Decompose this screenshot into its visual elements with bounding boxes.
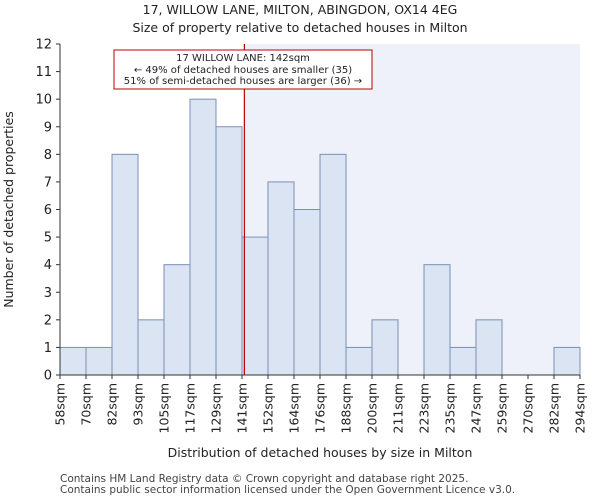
y-tick-label: 4 xyxy=(44,258,52,273)
x-tick-label: 141sqm xyxy=(235,383,250,433)
y-tick-label: 0 xyxy=(44,369,52,384)
x-tick-label: 235sqm xyxy=(443,383,458,433)
bar-282sqm xyxy=(553,346,581,376)
y-tick-label: 6 xyxy=(44,203,52,218)
bar-70sqm xyxy=(85,346,113,376)
x-tick-label: 152sqm xyxy=(261,383,276,433)
bar-82sqm xyxy=(111,153,139,376)
bar-164sqm xyxy=(293,209,321,376)
bar-117sqm xyxy=(189,98,217,376)
y-axis-label: Number of detached properties xyxy=(1,111,16,308)
x-tick-label: 105sqm xyxy=(157,383,172,433)
y-tick-label: 2 xyxy=(44,313,52,328)
bar-247sqm xyxy=(475,319,503,376)
x-tick-label: 70sqm xyxy=(79,383,94,426)
x-tick-label: 247sqm xyxy=(469,383,484,433)
chart-subtitle: Size of property relative to detached ho… xyxy=(132,20,468,35)
annotation-line-1: 17 WILLOW LANE: 142sqm xyxy=(176,53,310,64)
x-tick-label: 117sqm xyxy=(183,383,198,433)
x-tick-label: 259sqm xyxy=(495,383,510,433)
x-tick-label: 270sqm xyxy=(521,383,536,433)
y-tick-label: 5 xyxy=(44,231,52,246)
footer-line-2: Contains public sector information licen… xyxy=(60,484,516,496)
y-tick-label: 7 xyxy=(44,175,52,190)
x-tick-label: 223sqm xyxy=(417,383,432,433)
bar-141sqm xyxy=(241,236,269,376)
y-tick-label: 12 xyxy=(35,38,52,53)
annotation-line-3: 51% of semi-detached houses are larger (… xyxy=(124,76,362,87)
x-tick-label: 93sqm xyxy=(131,383,146,426)
x-tick-label: 294sqm xyxy=(573,383,588,433)
bar-129sqm xyxy=(215,126,243,376)
y-tick-label: 11 xyxy=(35,65,52,80)
footer-line-1: Contains HM Land Registry data © Crown c… xyxy=(60,473,469,485)
bar-105sqm xyxy=(163,264,191,376)
x-tick-label: 129sqm xyxy=(209,383,224,433)
bar-223sqm xyxy=(423,264,451,376)
bar-93sqm xyxy=(137,319,165,376)
annotation-line-2: ← 49% of detached houses are smaller (35… xyxy=(134,65,352,76)
bar-235sqm xyxy=(449,346,477,376)
x-axis-label: Distribution of detached houses by size … xyxy=(168,445,473,460)
x-tick-label: 282sqm xyxy=(547,383,562,433)
x-tick-label: 200sqm xyxy=(365,383,380,433)
x-tick-label: 82sqm xyxy=(105,383,120,426)
bar-58sqm xyxy=(59,346,87,376)
y-tick-label: 3 xyxy=(44,286,52,301)
x-tick-label: 176sqm xyxy=(313,383,328,433)
bar-152sqm xyxy=(267,181,295,376)
x-tick-label: 211sqm xyxy=(391,383,406,433)
y-tick-label: 8 xyxy=(44,148,52,163)
bar-176sqm xyxy=(319,153,347,376)
bar-200sqm xyxy=(371,319,399,376)
bar-188sqm xyxy=(345,346,373,376)
x-tick-label: 58sqm xyxy=(53,383,68,426)
annotation-box xyxy=(113,49,373,90)
chart-title: 17, WILLOW LANE, MILTON, ABINGDON, OX14 … xyxy=(142,2,458,17)
x-tick-label: 188sqm xyxy=(339,383,354,433)
y-tick-label: 9 xyxy=(44,120,52,135)
x-tick-label: 164sqm xyxy=(287,383,302,433)
y-tick-label: 10 xyxy=(35,93,52,108)
y-tick-label: 1 xyxy=(44,341,52,356)
